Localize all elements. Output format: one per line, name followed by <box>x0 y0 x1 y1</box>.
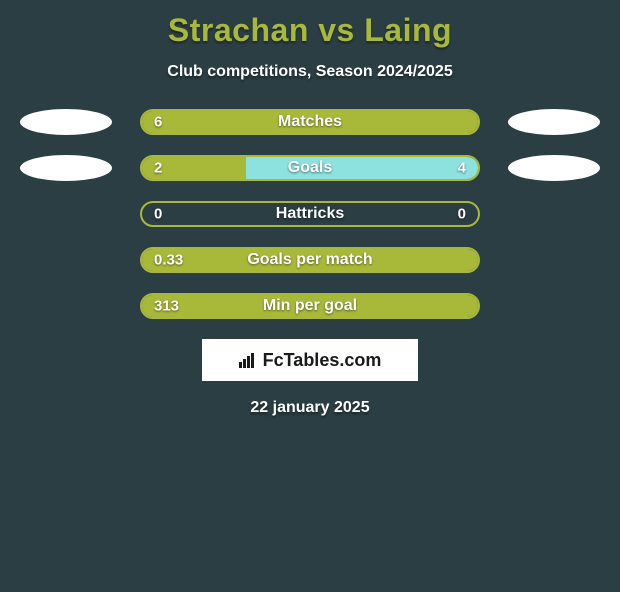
bar-value-left: 6 <box>154 114 162 131</box>
comparison-bar: 0.33 Goals per match <box>140 247 480 273</box>
bar-value-left: 0 <box>154 206 162 223</box>
left-ellipse-placeholder <box>20 247 112 273</box>
left-ellipse-placeholder <box>20 293 112 319</box>
date-text: 22 january 2025 <box>0 399 620 417</box>
comparison-row: 0 0 Hattricks <box>0 201 620 227</box>
bar-value-left: 313 <box>154 298 179 315</box>
subtitle: Club competitions, Season 2024/2025 <box>0 63 620 81</box>
source-logo: FcTables.com <box>239 350 382 371</box>
comparison-chart: 6 Matches 2 4 Goals 0 0 Hattricks 0.33 Goals per … <box>0 109 620 319</box>
source-logo-text: FcTables.com <box>263 350 382 371</box>
bar-value-right: 0 <box>458 206 466 223</box>
comparison-row: 313 Min per goal <box>0 293 620 319</box>
bar-value-left: 2 <box>154 160 162 177</box>
bar-label: Hattricks <box>276 205 344 223</box>
comparison-bar: 2 4 Goals <box>140 155 480 181</box>
bar-fill-right <box>246 157 478 179</box>
page-title: Strachan vs Laing <box>0 12 620 49</box>
right-ellipse-placeholder <box>508 293 600 319</box>
left-ellipse <box>20 109 112 135</box>
comparison-bar: 313 Min per goal <box>140 293 480 319</box>
comparison-row: 0.33 Goals per match <box>0 247 620 273</box>
left-ellipse <box>20 155 112 181</box>
bar-label: Goals <box>288 159 332 177</box>
right-ellipse-placeholder <box>508 201 600 227</box>
comparison-row: 6 Matches <box>0 109 620 135</box>
comparison-bar: 6 Matches <box>140 109 480 135</box>
comparison-row: 2 4 Goals <box>0 155 620 181</box>
source-logo-box: FcTables.com <box>202 339 418 381</box>
bar-label: Min per goal <box>263 297 357 315</box>
right-ellipse-placeholder <box>508 247 600 273</box>
bar-label: Matches <box>278 113 342 131</box>
right-ellipse <box>508 109 600 135</box>
bar-value-right: 4 <box>458 160 466 177</box>
bar-value-left: 0.33 <box>154 252 183 269</box>
right-ellipse <box>508 155 600 181</box>
comparison-bar: 0 0 Hattricks <box>140 201 480 227</box>
bar-label: Goals per match <box>247 251 372 269</box>
left-ellipse-placeholder <box>20 201 112 227</box>
bar-chart-icon <box>239 352 259 368</box>
